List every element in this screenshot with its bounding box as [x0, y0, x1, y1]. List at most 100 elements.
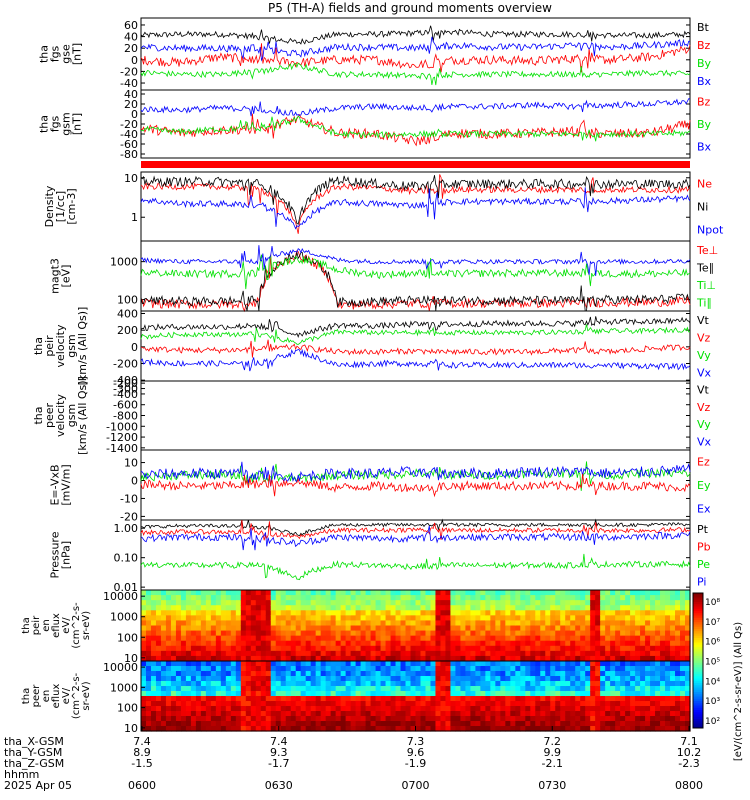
- spectrogram-cell: [375, 701, 382, 707]
- spectrogram-cell: [410, 726, 417, 732]
- spectrogram-cell: [360, 711, 367, 717]
- spectrogram-cell: [480, 630, 486, 637]
- spectrogram-cell: [480, 595, 486, 601]
- spectrogram-cell: [365, 630, 372, 637]
- spectrogram-cell: [545, 640, 551, 647]
- spectrogram-cell: [525, 696, 531, 702]
- spectrogram-cell: [660, 605, 666, 611]
- spectrogram-cell: [505, 701, 511, 707]
- spectrogram-cell: [560, 610, 566, 616]
- spectrogram-cell: [141, 696, 147, 702]
- spectrogram-cell: [520, 676, 526, 682]
- spectrogram-cell: [305, 595, 312, 601]
- spectrogram-cell: [150, 625, 157, 632]
- spectrogram-cell: [390, 701, 397, 707]
- spectrogram-cell: [200, 661, 207, 667]
- spectrogram-cell: [670, 645, 676, 652]
- colorbar-step: [693, 602, 703, 605]
- spectrogram-cell: [400, 640, 407, 647]
- spectrogram-cell: [660, 640, 666, 647]
- spectrogram-cell: [490, 615, 496, 622]
- spectrogram-cell: [525, 620, 531, 627]
- spectrogram-cell: [300, 706, 307, 712]
- spectrogram-cell: [335, 676, 342, 682]
- spectrogram-cell: [650, 650, 656, 657]
- spectrogram-cell: [300, 595, 307, 601]
- spectrogram-cell: [415, 661, 422, 667]
- spectrogram-cell: [465, 676, 471, 682]
- spectrogram-cell: [405, 630, 412, 637]
- colorbar-label: [eV/(cm^2-s-sr-eV)] (All Qs): [733, 622, 744, 761]
- spectrogram-cell: [500, 661, 506, 667]
- time-tick-label: 0700: [402, 779, 430, 792]
- spectrogram-cell: [520, 650, 526, 657]
- spectrogram-cell: [390, 605, 397, 611]
- spectrogram-cell: [250, 681, 257, 687]
- spectrogram-cell: [465, 615, 471, 622]
- spectrogram-cell: [275, 620, 282, 627]
- y-tick-label: -300: [113, 383, 138, 396]
- colorbar-step: [693, 595, 703, 598]
- time-row-value: -1.7: [268, 757, 289, 770]
- spectrogram-cell: [390, 666, 397, 672]
- spectrogram-cell: [490, 640, 496, 647]
- spectrogram-cell: [295, 630, 302, 637]
- y-axis-label-line: tha: [21, 688, 32, 704]
- spectrogram-cell: [540, 676, 546, 682]
- spectrogram-cell: [465, 600, 471, 606]
- spectrogram-cell: [415, 706, 422, 712]
- spectrogram-cell: [325, 676, 332, 682]
- spectrogram-cell: [195, 615, 202, 622]
- spectrogram-cell: [380, 711, 387, 717]
- spectrogram-cell: [435, 620, 442, 627]
- spectrogram-cell: [355, 701, 362, 707]
- spectrogram-cell: [260, 701, 267, 707]
- spectrogram-cell: [560, 681, 566, 687]
- spectrogram-cell: [595, 701, 601, 707]
- spectrogram-cell: [655, 650, 661, 657]
- spectrogram-cell: [520, 610, 526, 616]
- spectrogram-cell: [575, 691, 581, 697]
- spectrogram-cell: [550, 711, 556, 717]
- spectrogram-cell: [175, 671, 182, 677]
- spectrogram-cell: [195, 706, 202, 712]
- spectrogram-cell: [435, 691, 442, 697]
- spectrogram-cell: [685, 600, 691, 606]
- spectrogram-cell: [250, 726, 257, 732]
- spectrogram-cell: [240, 681, 247, 687]
- spectrogram-cell: [240, 615, 247, 622]
- spectrogram-cell: [195, 701, 202, 707]
- spectrogram-cell: [645, 600, 651, 606]
- spectrogram-cell: [630, 661, 636, 667]
- series-ex: [140, 461, 691, 487]
- spectrogram-cell: [395, 605, 402, 611]
- spectrogram-cell: [315, 666, 322, 672]
- spectrogram-cell: [365, 645, 372, 652]
- spectrogram-cell: [220, 595, 227, 601]
- spectrogram-cell: [300, 655, 307, 662]
- spectrogram-cell: [465, 605, 471, 611]
- spectrogram-cell: [645, 686, 651, 692]
- spectrogram-cell: [445, 661, 452, 667]
- spectrogram-cell: [375, 600, 382, 606]
- spectrogram-cell: [470, 625, 476, 632]
- spectrogram-cell: [215, 706, 222, 712]
- spectrogram-cell: [535, 661, 541, 667]
- spectrogram-cell: [390, 640, 397, 647]
- spectrogram-cell: [385, 600, 392, 606]
- spectrogram-cell: [200, 696, 207, 702]
- spectrogram-cell: [490, 661, 496, 667]
- spectrogram-cell: [205, 676, 212, 682]
- spectrogram-cell: [530, 661, 536, 667]
- spectrogram-cell: [605, 721, 611, 727]
- spectrogram-cell: [215, 635, 222, 642]
- spectrogram-cell: [615, 615, 621, 622]
- spectrogram-cell: [600, 681, 606, 687]
- colorbar-frame: [692, 592, 704, 729]
- spectrogram-cell: [420, 706, 427, 712]
- colorbar-step: [693, 613, 703, 616]
- spectrogram-cell: [345, 615, 352, 622]
- spectrogram-cell: [585, 711, 591, 717]
- spectrogram-cell: [410, 640, 417, 647]
- spectrogram-cell: [265, 625, 272, 632]
